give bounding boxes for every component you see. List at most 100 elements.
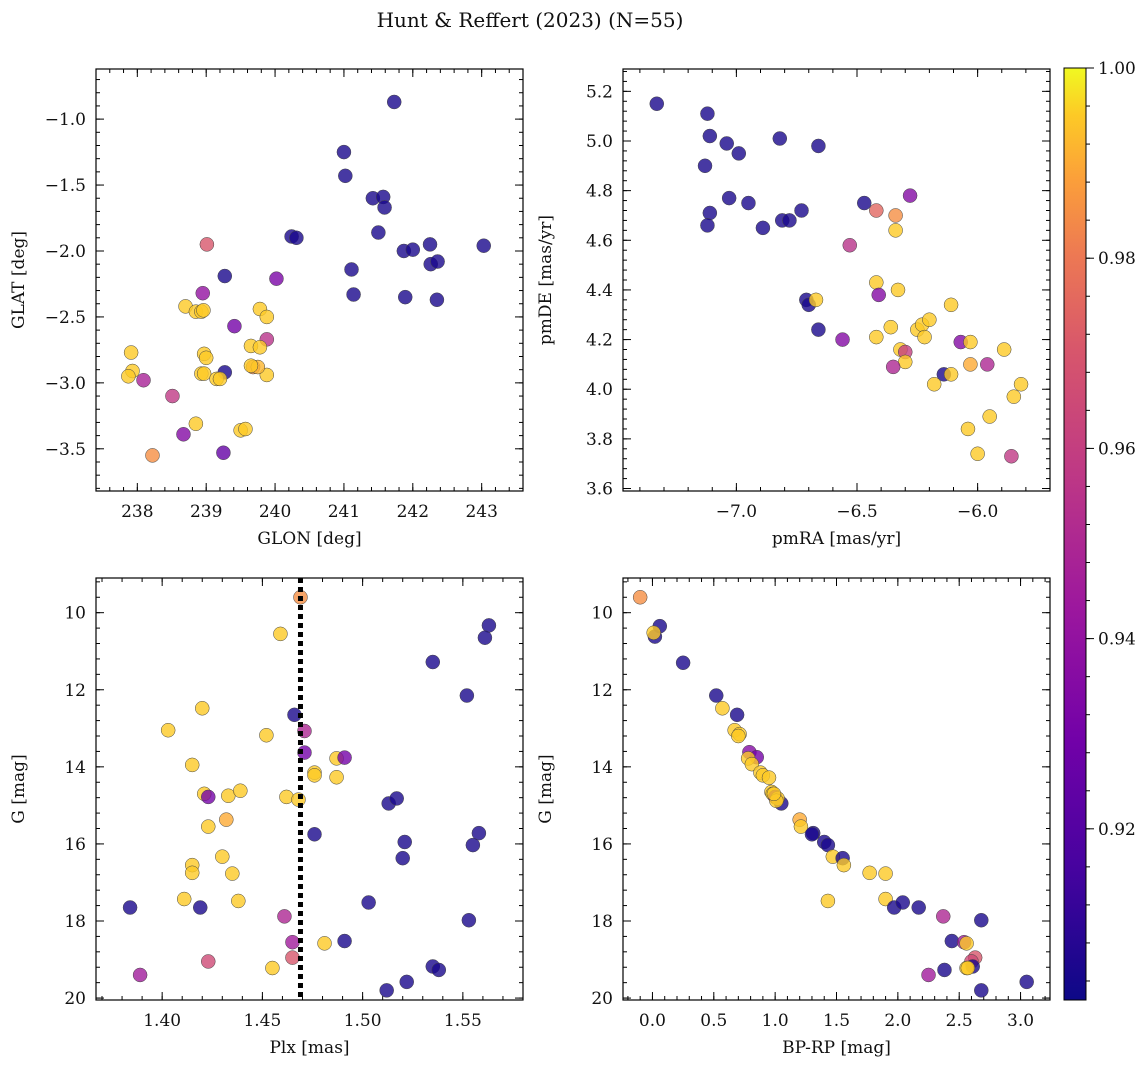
colorbar-tick-label: 0.96 [1098,439,1136,459]
scatter-point [329,769,344,785]
colorbar-tick-label: 0.94 [1098,630,1136,650]
scatter-point [194,701,210,716]
scatter-point [835,332,850,347]
scatter-point [871,287,886,303]
y-tick-label: 16 [591,835,613,855]
scatter-point [201,789,216,805]
colorbar-gradient [1063,67,1087,1001]
scatter-point [476,238,491,253]
x-tick-label: 1.50 [344,1011,382,1031]
scatter-point [336,144,352,160]
y-tick-label: 18 [591,912,613,932]
scatter-point [963,357,978,372]
y-tick-label: 5.0 [586,132,613,152]
y-tick-label: −1.5 [45,176,86,196]
scatter-point [386,94,402,110]
scatter-point [176,427,191,442]
scatter-point [184,757,200,773]
scatter-point [936,909,951,924]
y-axis-label: pmDE [mas/yr] [536,215,556,345]
x-tick-label: −6.5 [836,502,877,522]
scatter-point [429,292,445,308]
scatter-point [960,960,976,976]
y-axis-label: G [mag] [9,754,29,823]
scatter-point [632,590,648,605]
scatter-point [212,371,228,387]
scatter-point [888,223,903,238]
scatter-point [337,933,352,949]
scatter-point [702,205,718,221]
scatter-point [425,654,441,670]
y-tick-label: 4.8 [586,182,613,202]
scatter-point [1019,974,1034,990]
scatter-point [878,866,893,881]
y-axis-label: GLAT [deg] [9,231,29,329]
x-axis-label: GLON [deg] [257,529,361,549]
scatter-point [649,96,665,112]
scatter-point [307,768,322,783]
scatter-points [649,96,1029,464]
scatter-point [198,350,214,366]
scatter-point [259,727,274,743]
scatter-point [842,237,858,253]
scatter-point [279,789,294,805]
y-tick-label: 3.8 [586,430,613,450]
scatter-point [389,791,404,806]
scatter-point [252,340,268,355]
y-tick-label: 5.2 [586,82,613,102]
scatter-point [741,195,756,211]
scatter-point [219,812,234,827]
scatter-point [675,655,691,671]
scatter-point [755,220,771,236]
x-tick-label: 1.45 [243,1011,281,1031]
scatter-point [885,359,901,375]
x-tick-label: 243 [465,502,497,522]
scatter-point [289,230,304,246]
x-tick-label: 1.55 [444,1011,482,1031]
scatter-point [921,967,936,983]
scatter-point [317,936,332,951]
scatter-point [702,128,718,144]
scatter-point [233,783,248,798]
scatter-point [890,282,906,298]
scatter-point [196,303,211,318]
scatter-point [700,218,715,233]
plot-frame [622,68,1051,492]
y-tick-label: −3.5 [45,440,86,460]
scatter-point [895,895,911,910]
scatter-point [811,138,826,154]
scatter-point [481,618,497,633]
y-axis-label: G [mag] [536,754,556,823]
x-tick-label: 0.0 [639,1011,666,1031]
scatter-point [431,962,447,978]
scatter-point [285,950,300,965]
scatter-point [731,146,747,161]
x-tick-label: 241 [328,502,360,522]
scatter-point [377,200,392,215]
scatter-point [996,342,1012,357]
y-tick-label: 12 [591,681,613,701]
x-axis-label: Plx [mas] [269,1038,349,1058]
y-tick-label: 20 [591,989,613,1009]
scatter-point [192,900,208,915]
scatter-point [269,271,284,286]
scatter-point [184,865,200,881]
x-tick-label: 0.5 [700,1011,727,1031]
y-tick-label: 18 [64,912,86,932]
y-tick-label: 4.0 [586,380,613,400]
x-tick-label: 242 [397,502,429,522]
scatter-point [808,292,824,308]
y-tick-label: 12 [64,681,86,701]
scatter-point [243,358,259,373]
x-tick-label: 240 [259,502,291,522]
scatter-point [160,722,176,738]
scatter-point [277,909,292,924]
plot-frame [95,577,524,1001]
scatter-point [123,345,139,360]
scatter-point [405,242,421,257]
scatter-point [761,770,777,785]
scatter-point [869,203,884,218]
x-tick-label: 2.5 [946,1011,973,1031]
scatter-point [700,106,715,121]
